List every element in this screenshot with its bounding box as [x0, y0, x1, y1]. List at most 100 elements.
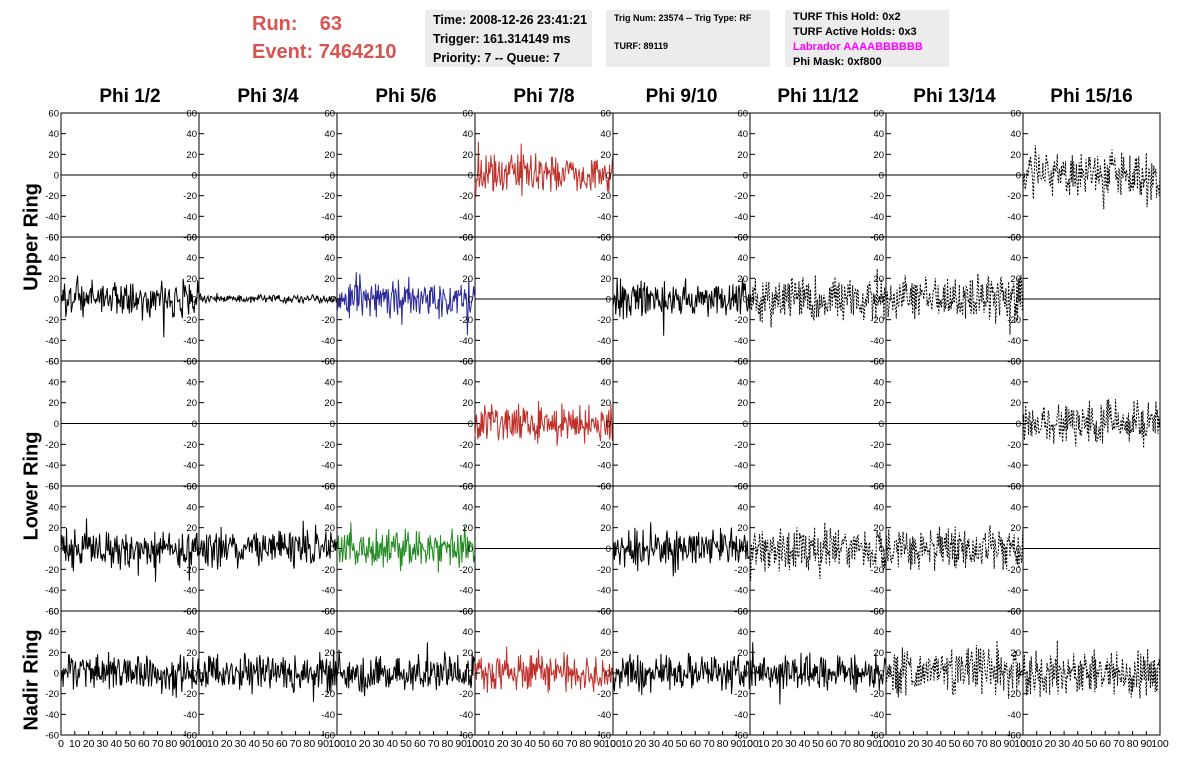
x-tick-label: 90: [1003, 738, 1015, 750]
y-tick-label: 0: [743, 669, 748, 680]
y-tick-label: 60: [324, 607, 335, 618]
y-tick-label: -20: [45, 315, 59, 326]
y-tick-label: -40: [1007, 710, 1021, 721]
y-tick-label: -20: [870, 440, 884, 451]
waveform-trace: [612, 652, 751, 696]
y-tick-label: 20: [737, 150, 748, 161]
y-tick-label: 0: [1016, 544, 1021, 555]
y-tick-label: -20: [459, 315, 473, 326]
x-tick-label: 90: [867, 738, 879, 750]
y-tick-label: -60: [1007, 357, 1021, 368]
y-tick-label: -20: [597, 689, 611, 700]
x-tick-label: 10: [207, 738, 219, 750]
y-tick-label: 60: [1010, 109, 1021, 120]
y-tick-label: -40: [321, 336, 335, 347]
x-tick-label: 80: [304, 738, 316, 750]
y-tick-label: -60: [597, 233, 611, 244]
y-tick-label: 20: [324, 648, 335, 659]
x-tick-label: 40: [662, 738, 674, 750]
x-tick-label: 100: [604, 738, 622, 750]
y-tick-label: -60: [1007, 607, 1021, 618]
y-tick-label: -40: [1007, 461, 1021, 472]
y-tick-label: 60: [186, 357, 197, 368]
y-tick-label: -40: [459, 710, 473, 721]
y-tick-label: -60: [870, 233, 884, 244]
y-tick-label: 40: [1010, 253, 1021, 264]
priority-text: Priority: 7 -- Queue: 7: [433, 51, 561, 65]
y-tick-label: -40: [321, 710, 335, 721]
y-tick-label: -20: [870, 315, 884, 326]
x-tick-label: 100: [328, 738, 346, 750]
y-tick-label: 20: [186, 398, 197, 409]
panel-frame: [885, 610, 1024, 736]
y-tick-label: 40: [462, 627, 473, 638]
y-tick-label: -20: [1007, 191, 1021, 202]
x-tick-label: 10: [1031, 738, 1043, 750]
y-tick-label: 60: [737, 607, 748, 618]
y-tick-label: 60: [600, 109, 611, 120]
x-tick-label: 50: [676, 738, 688, 750]
labrador-text: Labrador AAAABBBBBB: [793, 41, 923, 53]
y-tick-label: 60: [48, 109, 59, 120]
y-tick-label: 40: [737, 253, 748, 264]
waveform-trace: [474, 646, 614, 693]
waveform-trace: [198, 520, 338, 570]
waveform-trace: [60, 518, 200, 582]
y-tick-label: -60: [45, 731, 59, 742]
waveform-trace: [749, 642, 887, 705]
x-tick-label: 20: [83, 738, 95, 750]
x-tick-label: 0: [747, 738, 753, 750]
y-tick-label: 20: [48, 150, 59, 161]
x-tick-label: 100: [1151, 738, 1169, 750]
y-tick-label: 40: [1010, 129, 1021, 140]
waveform-trace: [198, 649, 338, 702]
y-tick-label: 40: [48, 377, 59, 388]
y-tick-label: 40: [186, 502, 197, 513]
y-tick-label: 60: [873, 482, 884, 493]
y-tick-label: 40: [737, 377, 748, 388]
y-tick-label: 20: [48, 274, 59, 285]
y-tick-label: 40: [186, 253, 197, 264]
y-tick-label: -60: [459, 482, 473, 493]
x-tick-label: 60: [414, 738, 426, 750]
y-tick-label: -60: [734, 482, 748, 493]
y-tick-label: 0: [606, 171, 611, 182]
y-tick-label: -20: [183, 191, 197, 202]
y-tick-label: -60: [459, 357, 473, 368]
y-tick-label: -60: [734, 607, 748, 618]
y-tick-label: 60: [600, 357, 611, 368]
x-tick-label: 20: [359, 738, 371, 750]
time-info-box: Time: 2008-12-26 23:41:21 Trigger: 161.3…: [425, 10, 592, 67]
x-tick-label: 60: [552, 738, 564, 750]
y-tick-label: -40: [597, 336, 611, 347]
y-tick-label: 20: [873, 274, 884, 285]
y-tick-label: -60: [597, 357, 611, 368]
y-tick-label: -20: [597, 440, 611, 451]
y-tick-label: 0: [330, 669, 335, 680]
y-tick-label: 40: [186, 129, 197, 140]
waveform-trace: [749, 268, 887, 328]
y-tick-label: -20: [597, 191, 611, 202]
x-tick-label: 70: [1113, 738, 1125, 750]
y-tick-label: -60: [870, 357, 884, 368]
x-tick-label: 30: [1058, 738, 1070, 750]
x-tick-label: 70: [290, 738, 302, 750]
y-tick-label: 0: [879, 544, 884, 555]
x-tick-label: 70: [839, 738, 851, 750]
y-tick-label: 60: [1010, 607, 1021, 618]
y-tick-label: 0: [54, 669, 59, 680]
y-tick-label: 20: [48, 398, 59, 409]
y-tick-label: -40: [734, 710, 748, 721]
x-tick-label: 50: [262, 738, 274, 750]
y-tick-label: -40: [183, 710, 197, 721]
turf-text: TURF: 89119: [614, 41, 669, 51]
y-tick-label: -60: [597, 731, 611, 742]
y-tick-label: -20: [459, 191, 473, 202]
x-tick-label: 30: [235, 738, 247, 750]
y-tick-label: 40: [324, 377, 335, 388]
turf-info-box: TURF This Hold: 0x2 TURF Active Holds: 0…: [785, 10, 949, 68]
y-tick-label: 40: [1010, 502, 1021, 513]
y-tick-label: 40: [600, 253, 611, 264]
y-tick-label: 40: [324, 253, 335, 264]
y-tick-label: -20: [321, 565, 335, 576]
